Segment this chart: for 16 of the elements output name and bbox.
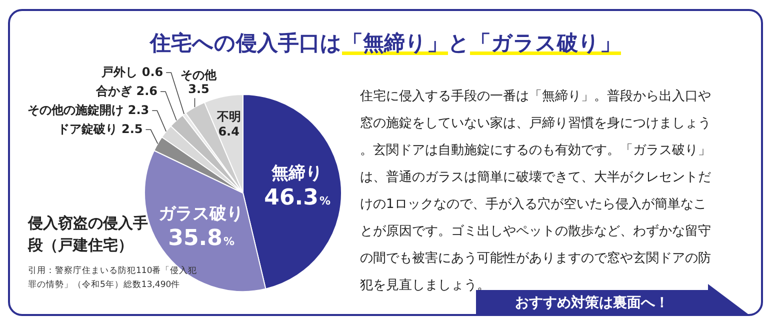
data-label: 35.8% [168,226,234,252]
slice-label: 無締り [270,164,322,184]
slice-label: ガラス破り [158,204,244,224]
slice-label: 合かぎ 2.6 [95,84,158,98]
data-label: 46.3% [264,186,330,211]
slice-label: 戸外し 0.6 [100,64,164,79]
slice-label: その他の施錠開け 2.3 [28,102,150,117]
text: 引用：警察庁住まいる防犯110番「侵入犯罪の情勢」（令和5年）総数13,490件 [28,264,198,292]
data-label: 3.5 [188,82,210,96]
text: 住宅への侵入手口は「無締り」と「ガラス破り」 [150,31,621,55]
slice-label: 不明 [216,110,241,124]
slice-label: その他 [180,68,218,82]
text: 侵入窃盗の侵入手段（戸建住宅） [28,213,149,256]
text: おすすめ対策は裏面へ！ [515,295,669,311]
data-label: 6.4 [218,124,240,139]
slice-label: ドア錠破り 2.5 [57,122,143,136]
